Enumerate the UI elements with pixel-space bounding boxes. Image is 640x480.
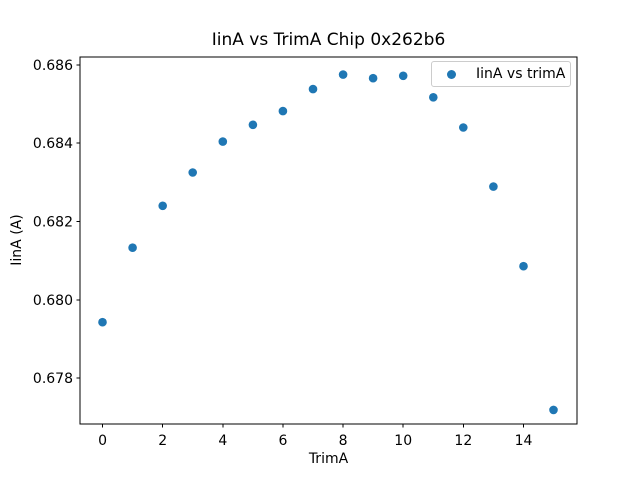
y-axis-label: IinA (A) (9, 214, 25, 266)
scatter-point (188, 168, 197, 177)
chart-title: IinA vs TrimA Chip 0x262b6 (211, 30, 446, 50)
legend-marker-icon (447, 69, 456, 79)
x-tick-label: 10 (394, 433, 412, 449)
x-tick-label: 14 (515, 433, 533, 449)
y-tick-label: 0.682 (33, 215, 73, 231)
scatter-point (549, 405, 558, 415)
y-tick-label: 0.686 (33, 58, 73, 74)
x-tick-label: 8 (339, 433, 348, 449)
scatter-point (368, 73, 378, 83)
scatter-point (489, 182, 498, 191)
legend-label: IinA vs trimA (476, 66, 566, 82)
scatter-point (128, 243, 137, 252)
scatter-point (338, 70, 348, 79)
scatter-point (398, 71, 408, 81)
legend: IinA vs trimA (431, 61, 571, 87)
x-tick-label: 0 (98, 433, 107, 449)
scatter-point (158, 201, 167, 211)
scatter-point (519, 261, 528, 271)
scatter-point (459, 123, 468, 132)
scatter-point (218, 137, 228, 146)
x-tick-label: 4 (218, 433, 227, 449)
y-tick-label: 0.680 (33, 293, 73, 309)
scatter-point (98, 317, 107, 327)
scatter-point (429, 93, 438, 102)
scatter-point (308, 84, 318, 94)
x-tick-label: 2 (158, 433, 167, 449)
scatter-point (278, 106, 288, 116)
x-tick-label: 6 (278, 433, 287, 449)
x-tick-label: 12 (454, 433, 472, 449)
axes-frame (79, 56, 578, 425)
y-tick-label: 0.678 (33, 371, 73, 387)
x-axis-label: TrimA (308, 451, 349, 467)
scatter-point (248, 120, 258, 130)
y-tick-label: 0.684 (33, 136, 73, 152)
